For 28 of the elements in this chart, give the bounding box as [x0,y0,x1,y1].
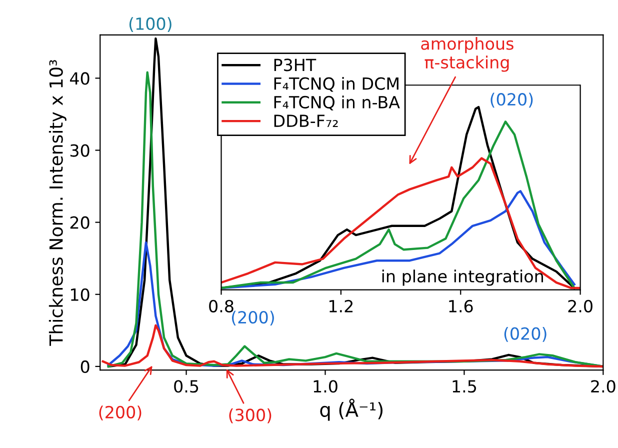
legend-label: DDB-F₇₂ [274,114,338,127]
x-axis-title: q (Å⁻¹) [320,398,382,421]
text: (200) [99,406,142,420]
annotation: amorphous π-stacking [421,37,514,72]
x-tick-label: 1.5 [452,380,476,393]
x-tick-label: 2.0 [568,300,592,312]
legend-label: F₄TCNQ in n-BA [274,96,400,110]
legend-label: F₄TCNQ in DCM [274,76,398,92]
annotation: (300) [229,408,272,424]
x-tick-label: 1.0 [314,380,338,393]
line-series [102,324,604,368]
legend-label: P3HT [274,58,316,72]
y-tick-label: 10 [71,288,90,301]
x-tick-label: 1.2 [330,300,353,312]
annotation: (020) [504,326,546,342]
annotation: (200) [232,310,274,326]
x-tick-label: 2.0 [591,380,616,393]
x-tick-label: 0.5 [174,380,198,393]
text: (100) [129,17,172,32]
x-tick-label: 1.6 [449,300,473,312]
x-tick-label: 0.8 [209,300,234,312]
y-tick-label: 0 [80,360,90,374]
y-tick-label: 40 [70,72,90,85]
y-tick-label: 20 [70,216,90,229]
y-tick-label: 30 [70,144,90,157]
annotation: (020) [490,92,533,108]
y-axis-title: Thickness Norm. Intensity x 10³ [48,60,66,346]
annotation: in plane integration [382,270,543,286]
